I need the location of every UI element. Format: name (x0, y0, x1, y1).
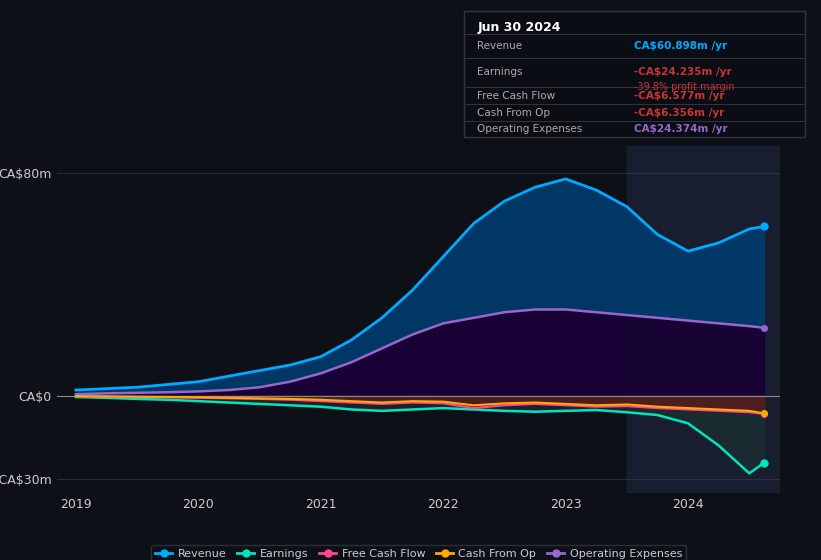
Bar (627, 146, 780, 493)
Text: CA$60.898m /yr: CA$60.898m /yr (635, 41, 727, 51)
Legend: Revenue, Earnings, Free Cash Flow, Cash From Op, Operating Expenses: Revenue, Earnings, Free Cash Flow, Cash … (151, 545, 686, 560)
Text: CA$24.374m /yr: CA$24.374m /yr (635, 124, 728, 134)
Text: -CA$24.235m /yr: -CA$24.235m /yr (635, 67, 732, 77)
Text: Jun 30 2024: Jun 30 2024 (478, 21, 561, 34)
Text: -CA$6.577m /yr: -CA$6.577m /yr (635, 91, 725, 101)
Text: Free Cash Flow: Free Cash Flow (478, 91, 556, 101)
Text: Operating Expenses: Operating Expenses (478, 124, 583, 134)
Text: Earnings: Earnings (478, 67, 523, 77)
Text: -CA$6.356m /yr: -CA$6.356m /yr (635, 108, 724, 118)
Text: Cash From Op: Cash From Op (478, 108, 551, 118)
Text: Revenue: Revenue (478, 41, 523, 51)
Text: -39.8% profit margin: -39.8% profit margin (635, 82, 735, 92)
